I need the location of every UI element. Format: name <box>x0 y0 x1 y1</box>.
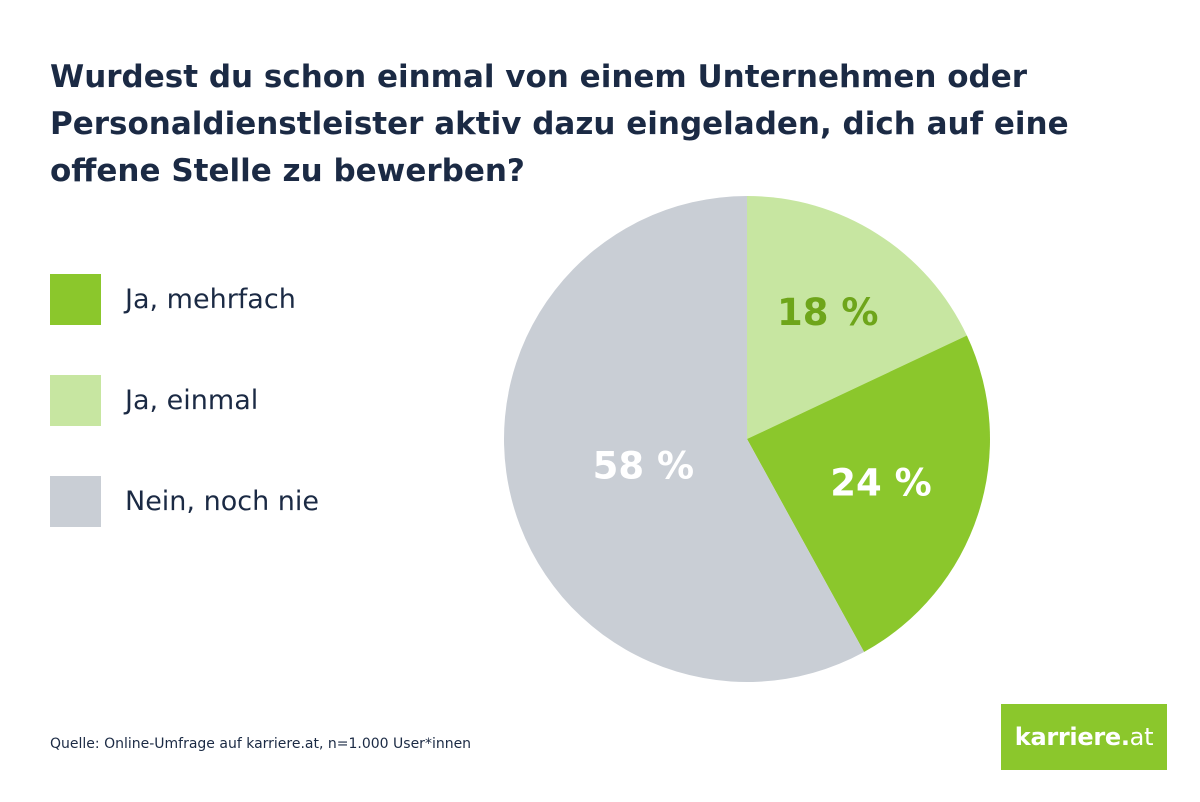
legend-label-nein-noch-nie: Nein, noch nie <box>125 486 319 517</box>
chart-title: Wurdest du schon einmal von einem Untern… <box>50 59 1069 189</box>
legend-label-ja-mehrfach: Ja, mehrfach <box>125 284 296 315</box>
legend-item-ja-einmal: Ja, einmal <box>50 375 450 427</box>
logo-tld: at <box>1129 723 1154 751</box>
legend-item-nein-noch-nie: Nein, noch nie <box>50 476 450 528</box>
logo-main: karriere. <box>1014 723 1130 751</box>
slice-label-nein-noch-nie: 58 % <box>593 445 694 488</box>
legend-item-ja-mehrfach: Ja, mehrfach <box>50 274 450 326</box>
pie-slices <box>503 196 990 682</box>
pie-slice-ja-mehrfach <box>747 335 990 652</box>
legend-swatch-nein-noch-nie <box>50 476 101 527</box>
source-note: Quelle: Online-Umfrage auf karriere.at, … <box>50 736 472 752</box>
pie-slice-labels: 18 % 24 % 58 % <box>593 291 932 505</box>
slice-label-ja-einmal: 18 % <box>777 291 878 334</box>
logo-text: karriere.at <box>1014 723 1154 751</box>
legend-swatch-ja-einmal <box>50 375 101 426</box>
slice-label-ja-mehrfach: 24 % <box>830 462 931 505</box>
pie-slice-ja-einmal <box>747 196 967 439</box>
legend-swatch-ja-mehrfach <box>50 274 101 325</box>
legend-label-ja-einmal: Ja, einmal <box>125 385 259 416</box>
karriere-logo: karriere.at <box>1001 704 1167 770</box>
pie-slice-nein-noch-nie <box>503 196 865 682</box>
